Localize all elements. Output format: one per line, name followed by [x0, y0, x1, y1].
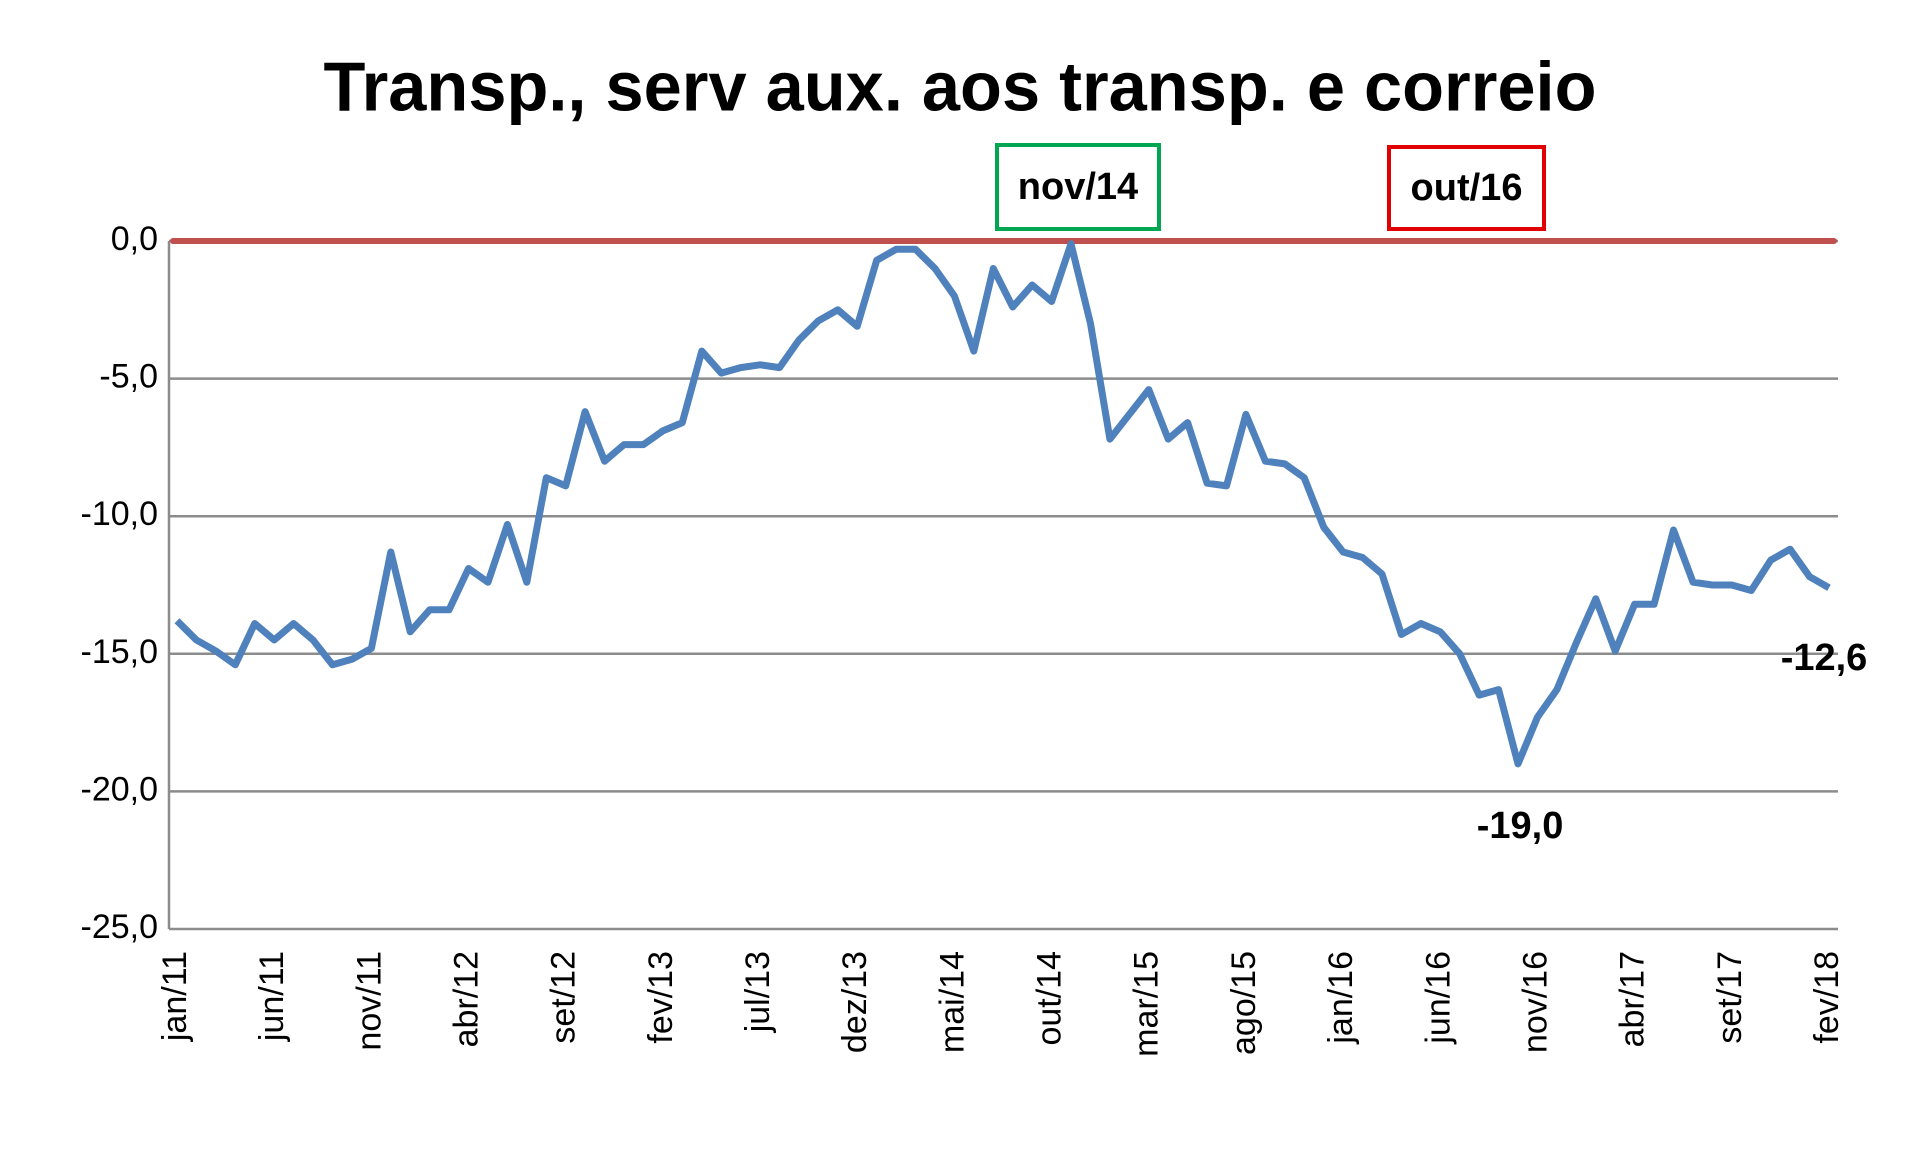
x-tick-label: jun/16: [1419, 951, 1457, 1045]
x-tick-label: abr/17: [1614, 951, 1652, 1047]
x-tick-label: fev/13: [642, 951, 680, 1044]
annotation-box: [995, 143, 1161, 231]
x-tick-label: out/14: [1031, 951, 1069, 1046]
x-tick-label: mai/14: [933, 951, 971, 1053]
chart-title: Transp., serv aux. aos transp. e correio: [324, 47, 1597, 125]
data-line: [174, 240, 1831, 768]
x-tick-label: set/12: [545, 951, 583, 1044]
annotation-label: out/16: [1411, 167, 1523, 209]
x-tick-label: nov/16: [1516, 951, 1554, 1053]
x-tick-label: jan/16: [1322, 951, 1360, 1045]
x-tick-label: jan/11: [156, 951, 194, 1042]
value-label: -12,6: [1781, 637, 1868, 679]
x-tick-label: ago/15: [1225, 951, 1263, 1055]
y-tick-label: -10,0: [81, 495, 159, 533]
x-tick-label: nov/11: [350, 951, 388, 1051]
x-tick-label: jul/13: [739, 951, 777, 1033]
y-tick-label: -25,0: [81, 908, 159, 946]
x-tick-label: dez/13: [836, 951, 874, 1053]
annotation-label: nov/14: [1018, 166, 1138, 208]
value-label: -19,0: [1477, 805, 1564, 847]
y-tick-label: -5,0: [99, 358, 158, 396]
y-tick-label: -15,0: [81, 633, 159, 671]
x-tick-label: mar/15: [1128, 951, 1166, 1057]
x-tick-label: set/17: [1711, 951, 1749, 1044]
y-tick-label: 0,0: [111, 220, 158, 258]
x-tick-label: jun/11: [253, 951, 291, 1042]
x-tick-label: abr/12: [448, 951, 486, 1047]
y-tick-label: -20,0: [81, 770, 159, 808]
x-tick-label: fev/18: [1808, 951, 1846, 1044]
annotation-box: [1387, 145, 1546, 231]
